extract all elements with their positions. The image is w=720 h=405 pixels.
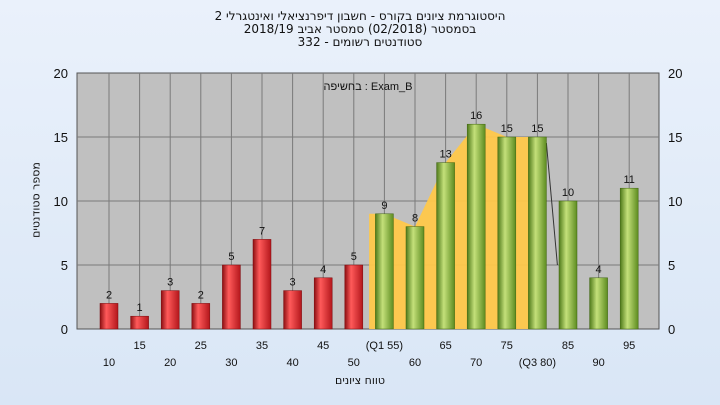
q3-marker-line: [545, 142, 558, 266]
histogram-bar: [497, 136, 517, 330]
histogram-bar: [160, 290, 180, 330]
x-tick-label: 10: [103, 357, 115, 369]
y-tick-label-right: 20: [668, 66, 682, 81]
histogram-bar: [405, 226, 425, 330]
bar-value-label: 11: [623, 174, 634, 186]
histogram-bar: [344, 264, 364, 330]
bar-value-label: 15: [531, 123, 543, 135]
histogram-bar: [375, 213, 394, 330]
y-tick-label-right: 10: [668, 194, 682, 209]
histogram-bar: [436, 162, 455, 330]
bar-value-label: 2: [106, 289, 112, 301]
histogram-bar: [313, 277, 333, 330]
histogram-bar: [222, 264, 241, 330]
x-tick-label: (Q3 80): [519, 357, 556, 369]
bar-value-label: 2: [198, 289, 204, 301]
chart-annotation: בחשיפה : Exam_B: [324, 81, 413, 93]
bar-value-label: 3: [290, 277, 296, 289]
x-tick-label: 65: [439, 340, 451, 352]
bar-value-label: 4: [596, 264, 602, 276]
bar-value-label: 9: [381, 200, 387, 212]
histogram-bar: [528, 136, 547, 330]
x-tick-label: 50: [348, 357, 360, 369]
x-tick-label: 75: [501, 340, 513, 352]
histogram-bar: [283, 290, 302, 330]
x-tick-label: 30: [225, 357, 237, 369]
histogram-bar: [589, 277, 608, 330]
bar-value-label: 10: [562, 187, 574, 199]
y-tick-label-left: 0: [61, 322, 68, 337]
chart-title: היסטוגרמת ציונים בקורס - חשבון דיפרנציאל…: [214, 9, 506, 23]
bar-value-label: 5: [351, 251, 357, 263]
x-tick-label: 25: [195, 340, 207, 352]
x-tick-label: (Q1 55): [366, 340, 403, 352]
chart-subtitle-2: סטודנטים רשומים - 332: [297, 35, 423, 49]
y-tick-label-right: 0: [668, 322, 675, 337]
x-tick-label: 15: [133, 340, 145, 352]
bar-value-label: 8: [412, 213, 418, 225]
bar-value-label: 13: [439, 149, 451, 161]
histogram-bar: [191, 303, 211, 330]
x-tick-label: 95: [623, 340, 635, 352]
histogram-bar: [558, 200, 578, 330]
bar-value-label: 4: [320, 264, 326, 276]
x-tick-label: 90: [592, 357, 604, 369]
x-tick-label: 35: [256, 340, 268, 352]
x-tick-label: 40: [286, 357, 298, 369]
chart-title-block: היסטוגרמת ציונים בקורס - חשבון דיפרנציאל…: [0, 10, 720, 49]
x-axis-label: טווח ציונים: [335, 374, 385, 387]
y-tick-label-left: 15: [54, 130, 68, 145]
y-tick-label-right: 5: [668, 258, 675, 273]
bar-value-label: 7: [259, 225, 265, 237]
bar-value-label: 16: [470, 110, 482, 122]
x-tick-label: 60: [409, 357, 421, 369]
bar-value-label: 1: [137, 302, 143, 314]
histogram-bar: [252, 239, 272, 330]
x-tick-label: 20: [164, 357, 176, 369]
histogram-bar: [466, 123, 486, 330]
bar-value-label: 15: [501, 123, 513, 135]
y-tick-label-left: 5: [61, 258, 68, 273]
x-tick-label: 70: [470, 357, 482, 369]
bar-value-label: 3: [167, 277, 173, 289]
y-tick-label-right: 15: [668, 130, 682, 145]
y-tick-label-left: 20: [54, 66, 68, 81]
bar-value-label: 5: [228, 251, 234, 263]
x-tick-label: 85: [562, 340, 574, 352]
y-tick-label-left: 10: [54, 194, 68, 209]
histogram-bar: [130, 315, 149, 330]
histogram-bar: [99, 303, 119, 330]
x-tick-label: 45: [317, 340, 329, 352]
chart-subtitle-1: בסמסטר (02/2018) סמסטר אביב 2018/19: [243, 22, 477, 36]
histogram-bar: [619, 187, 639, 330]
